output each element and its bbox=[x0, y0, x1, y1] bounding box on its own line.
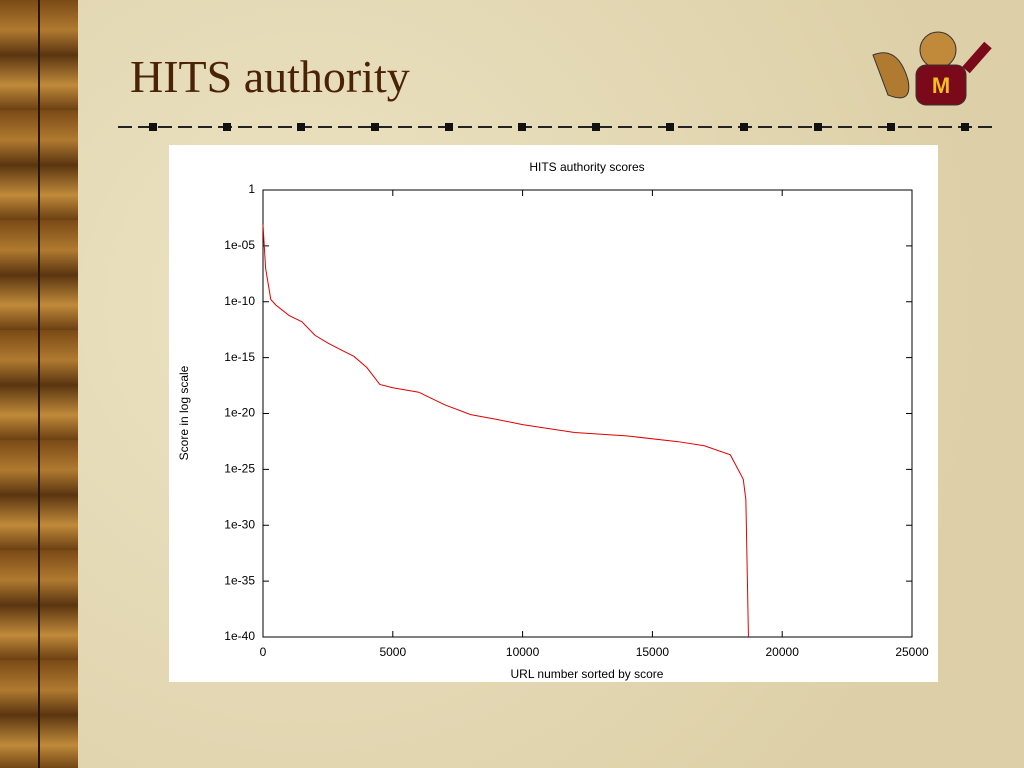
y-tick-label: 1e-35 bbox=[224, 573, 255, 587]
wood-border bbox=[0, 0, 78, 768]
y-tick-label: 1e-40 bbox=[224, 629, 255, 643]
y-tick-label: 1e-25 bbox=[224, 462, 255, 476]
data-line bbox=[262, 224, 749, 638]
mascot: M bbox=[872, 31, 992, 106]
x-tick-label: 0 bbox=[260, 645, 267, 659]
y-tick-label: 1e-15 bbox=[224, 350, 255, 364]
x-tick-label: 25000 bbox=[895, 645, 929, 659]
slide-title: HITS authority bbox=[130, 51, 410, 102]
y-tick-label: 1e-05 bbox=[224, 238, 255, 252]
chart: HITS authority scores URL number sorted … bbox=[169, 145, 938, 682]
y-tick-label: 1e-20 bbox=[224, 406, 255, 420]
y-tick-label: 1e-10 bbox=[224, 294, 255, 308]
x-tick-label: 10000 bbox=[506, 645, 540, 659]
x-axis-label: URL number sorted by score bbox=[511, 667, 664, 681]
y-tick-label: 1 bbox=[248, 182, 255, 196]
chart-title: HITS authority scores bbox=[529, 160, 644, 174]
svg-text:M: M bbox=[932, 73, 950, 98]
y-axis-label: Score in log scale bbox=[177, 365, 191, 460]
y-tick-label: 1e-30 bbox=[224, 517, 255, 531]
x-tick-label: 5000 bbox=[379, 645, 406, 659]
x-tick-label: 20000 bbox=[766, 645, 800, 659]
x-tick-label: 15000 bbox=[636, 645, 670, 659]
divider bbox=[118, 123, 993, 131]
